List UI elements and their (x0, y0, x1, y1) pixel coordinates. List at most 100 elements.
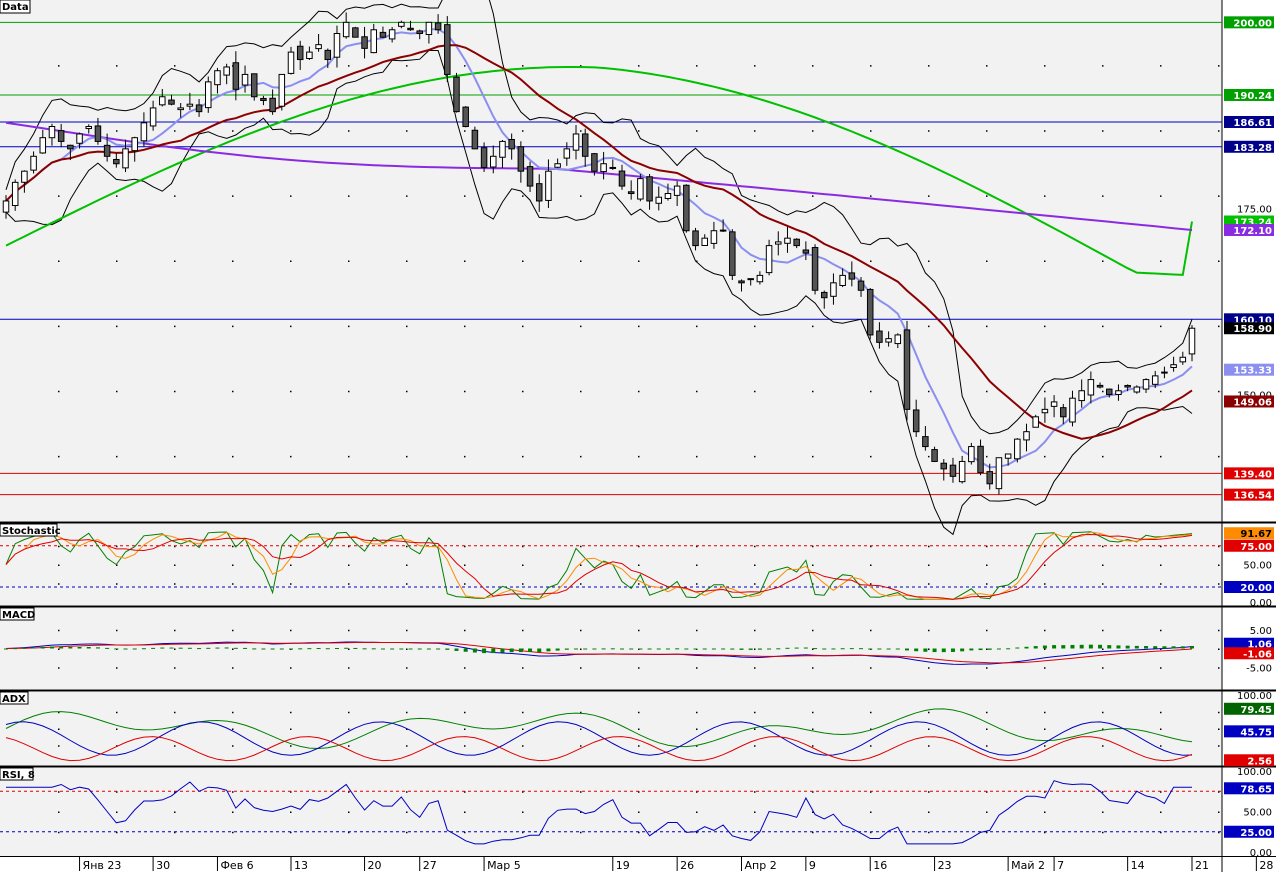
grid-dot (986, 564, 988, 566)
grid-dot (348, 728, 350, 730)
candle-body (701, 237, 708, 246)
macd-histogram-bar (417, 648, 422, 650)
price-level-badge-text: 160.10 (1233, 315, 1272, 326)
macd-histogram-bar (1134, 645, 1139, 649)
macd-histogram-bar (206, 647, 211, 649)
candle-body (1170, 364, 1177, 368)
grid-dot (290, 791, 292, 793)
grid-dot (1160, 130, 1162, 132)
grid-dot (464, 455, 466, 458)
candle-body (1179, 356, 1187, 363)
grid-dot (58, 65, 60, 67)
date-label: 14 (1131, 859, 1145, 872)
grid-dot (464, 831, 466, 834)
grid-dot (1160, 629, 1162, 632)
candle (1023, 423, 1030, 452)
grid-dot (638, 745, 640, 747)
adx-value-badge: 79.45 (1224, 702, 1274, 716)
macd-histogram-bar (1098, 644, 1103, 649)
macd-histogram-bar (950, 648, 955, 652)
macd-histogram-bar (914, 648, 919, 652)
macd-histogram-bar (49, 646, 54, 649)
candle (793, 238, 800, 249)
grid-dot (232, 564, 234, 566)
grid-dot (58, 455, 60, 458)
grid-dot (928, 791, 930, 793)
grid-dot (116, 711, 118, 714)
candle (21, 170, 28, 193)
grid-dot (116, 728, 118, 730)
grid-dot (580, 260, 582, 262)
grid-dot (522, 130, 524, 132)
grid-dot (348, 195, 350, 197)
grid-dot (986, 65, 988, 67)
grid-dot (290, 667, 292, 669)
grid-dot (464, 583, 466, 585)
macd-histogram-bar (1052, 645, 1057, 649)
date-label: Апр 2 (745, 859, 777, 872)
grid-dot (406, 195, 408, 197)
grid-dot (406, 583, 408, 585)
grid-dot (174, 455, 176, 458)
macd-histogram-bar (463, 648, 468, 652)
grid-dot (232, 455, 234, 458)
grid-dot (290, 831, 292, 834)
grid-dot (522, 65, 524, 67)
candle-body (159, 96, 166, 106)
grid-dot (580, 325, 582, 328)
grid-dot (754, 648, 756, 650)
candle (1041, 397, 1049, 423)
grid-dot (754, 325, 756, 328)
macd-histogram-bar (886, 648, 891, 650)
grid-dot (986, 745, 988, 747)
candle (738, 279, 745, 292)
candle-body (250, 73, 258, 98)
macd-histogram-bar (169, 647, 174, 649)
grid-dot (754, 831, 756, 834)
grid-dot (1218, 629, 1220, 632)
candle-body (793, 238, 800, 247)
grid-dot (580, 629, 582, 632)
grid-dot (1044, 791, 1046, 793)
grid-dot (580, 711, 582, 714)
stochastic-value-badge-text: 91.67 (1240, 529, 1272, 540)
macd-histogram-bar (1088, 644, 1093, 649)
rsi-value-badge-text: 78.65 (1240, 784, 1272, 795)
candle-body (775, 241, 782, 245)
candle-body (664, 193, 672, 199)
grid-dot (58, 811, 60, 813)
grid-dot (1102, 545, 1104, 548)
candle (306, 46, 313, 60)
grid-dot (986, 130, 988, 132)
candle (692, 227, 699, 251)
grid-dot (1102, 745, 1104, 747)
macd-histogram-bar (776, 648, 781, 650)
candle (1151, 370, 1159, 389)
candle (186, 92, 194, 111)
grid-dot (696, 791, 698, 793)
grid-dot (638, 260, 640, 262)
grid-dot (464, 65, 466, 67)
grid-dot (116, 65, 118, 67)
grid-dot (464, 564, 466, 566)
macd-histogram-bar (316, 648, 321, 650)
candle-body (113, 158, 120, 165)
candle (646, 173, 653, 210)
grid-dot (812, 667, 814, 669)
grid-dot (1218, 130, 1220, 132)
date-label: 21 (1195, 859, 1209, 872)
macd-histogram-bar (978, 648, 983, 651)
grid-dot (1044, 455, 1046, 458)
grid-dot (58, 583, 60, 585)
candle-body (388, 29, 396, 40)
grid-dot (522, 545, 524, 548)
grid-dot (928, 667, 930, 669)
candle (122, 139, 129, 173)
grid-dot (174, 831, 176, 834)
grid-dot (116, 629, 118, 632)
grid-dot (174, 667, 176, 669)
grid-dot (406, 390, 408, 393)
candle-body (223, 66, 230, 76)
grid-dot (754, 195, 756, 197)
